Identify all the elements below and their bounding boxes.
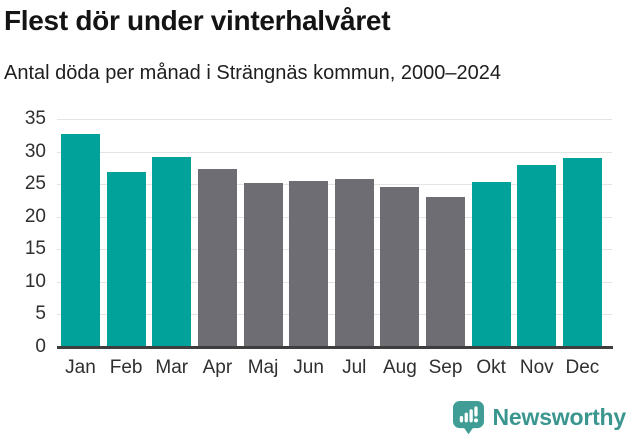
gridline-35 [57,119,612,120]
x-tick-sep: Sep [428,357,463,378]
x-tick-jan: Jan [65,357,96,378]
bar-feb [106,171,146,347]
y-tick-35: 35 [24,108,46,129]
gridline-5 [57,314,612,316]
y-tick-10: 10 [24,270,46,292]
x-tick-maj: Maj [247,357,279,378]
chart-title: Flest dör under vinterhalvåret [4,5,391,36]
y-axis: 0 5 10 15 20 25 30 35 [0,108,46,357]
y-tick-5: 5 [35,303,46,325]
x-tick-apr: Apr [202,357,233,378]
x-tick-jul: Jul [342,357,367,378]
x-axis: Jan Feb Mar Apr Maj Jun Jul Aug Sep Okt Nov Dec [57,357,612,379]
newsworthy-logo: Newsworthy [452,400,626,435]
y-tick-25: 25 [24,173,46,195]
y-tick-15: 15 [24,238,46,260]
x-axis-line [57,346,613,349]
plot-area [57,119,612,347]
bar-dec [562,158,602,347]
gridline-30 [57,151,612,153]
x-tick-jun: Jun [293,357,324,378]
brand-name: Newsworthy [492,404,627,430]
gridline-20 [57,216,612,218]
gridline-15 [57,249,612,251]
x-tick-mar: Mar [155,357,189,378]
bar-okt [471,182,511,347]
bar-jan [61,133,100,347]
chart-subtitle: Antal döda per månad i Strängnäs kommun,… [4,62,502,84]
bar-maj [243,182,283,347]
y-tick-30: 30 [24,140,46,162]
y-tick-0: 0 [35,336,46,357]
bar-nov [517,165,557,347]
bar-aug [380,187,420,347]
y-tick-20: 20 [24,205,46,227]
bar-jul [334,178,374,347]
bar-apr [197,168,237,347]
x-tick-okt: Okt [476,357,506,378]
gridline-10 [57,281,612,283]
x-tick-feb: Feb [109,357,143,378]
bars [57,119,612,347]
gridline-25 [57,184,612,186]
bar-jun [289,180,329,347]
x-tick-aug: Aug [382,357,417,378]
x-tick-nov: Nov [519,357,554,378]
bar-sep [426,197,465,347]
bar-mar [152,157,192,347]
newsworthy-bar-chart-bubble-icon [452,400,485,435]
x-tick-dec: Dec [565,357,600,378]
